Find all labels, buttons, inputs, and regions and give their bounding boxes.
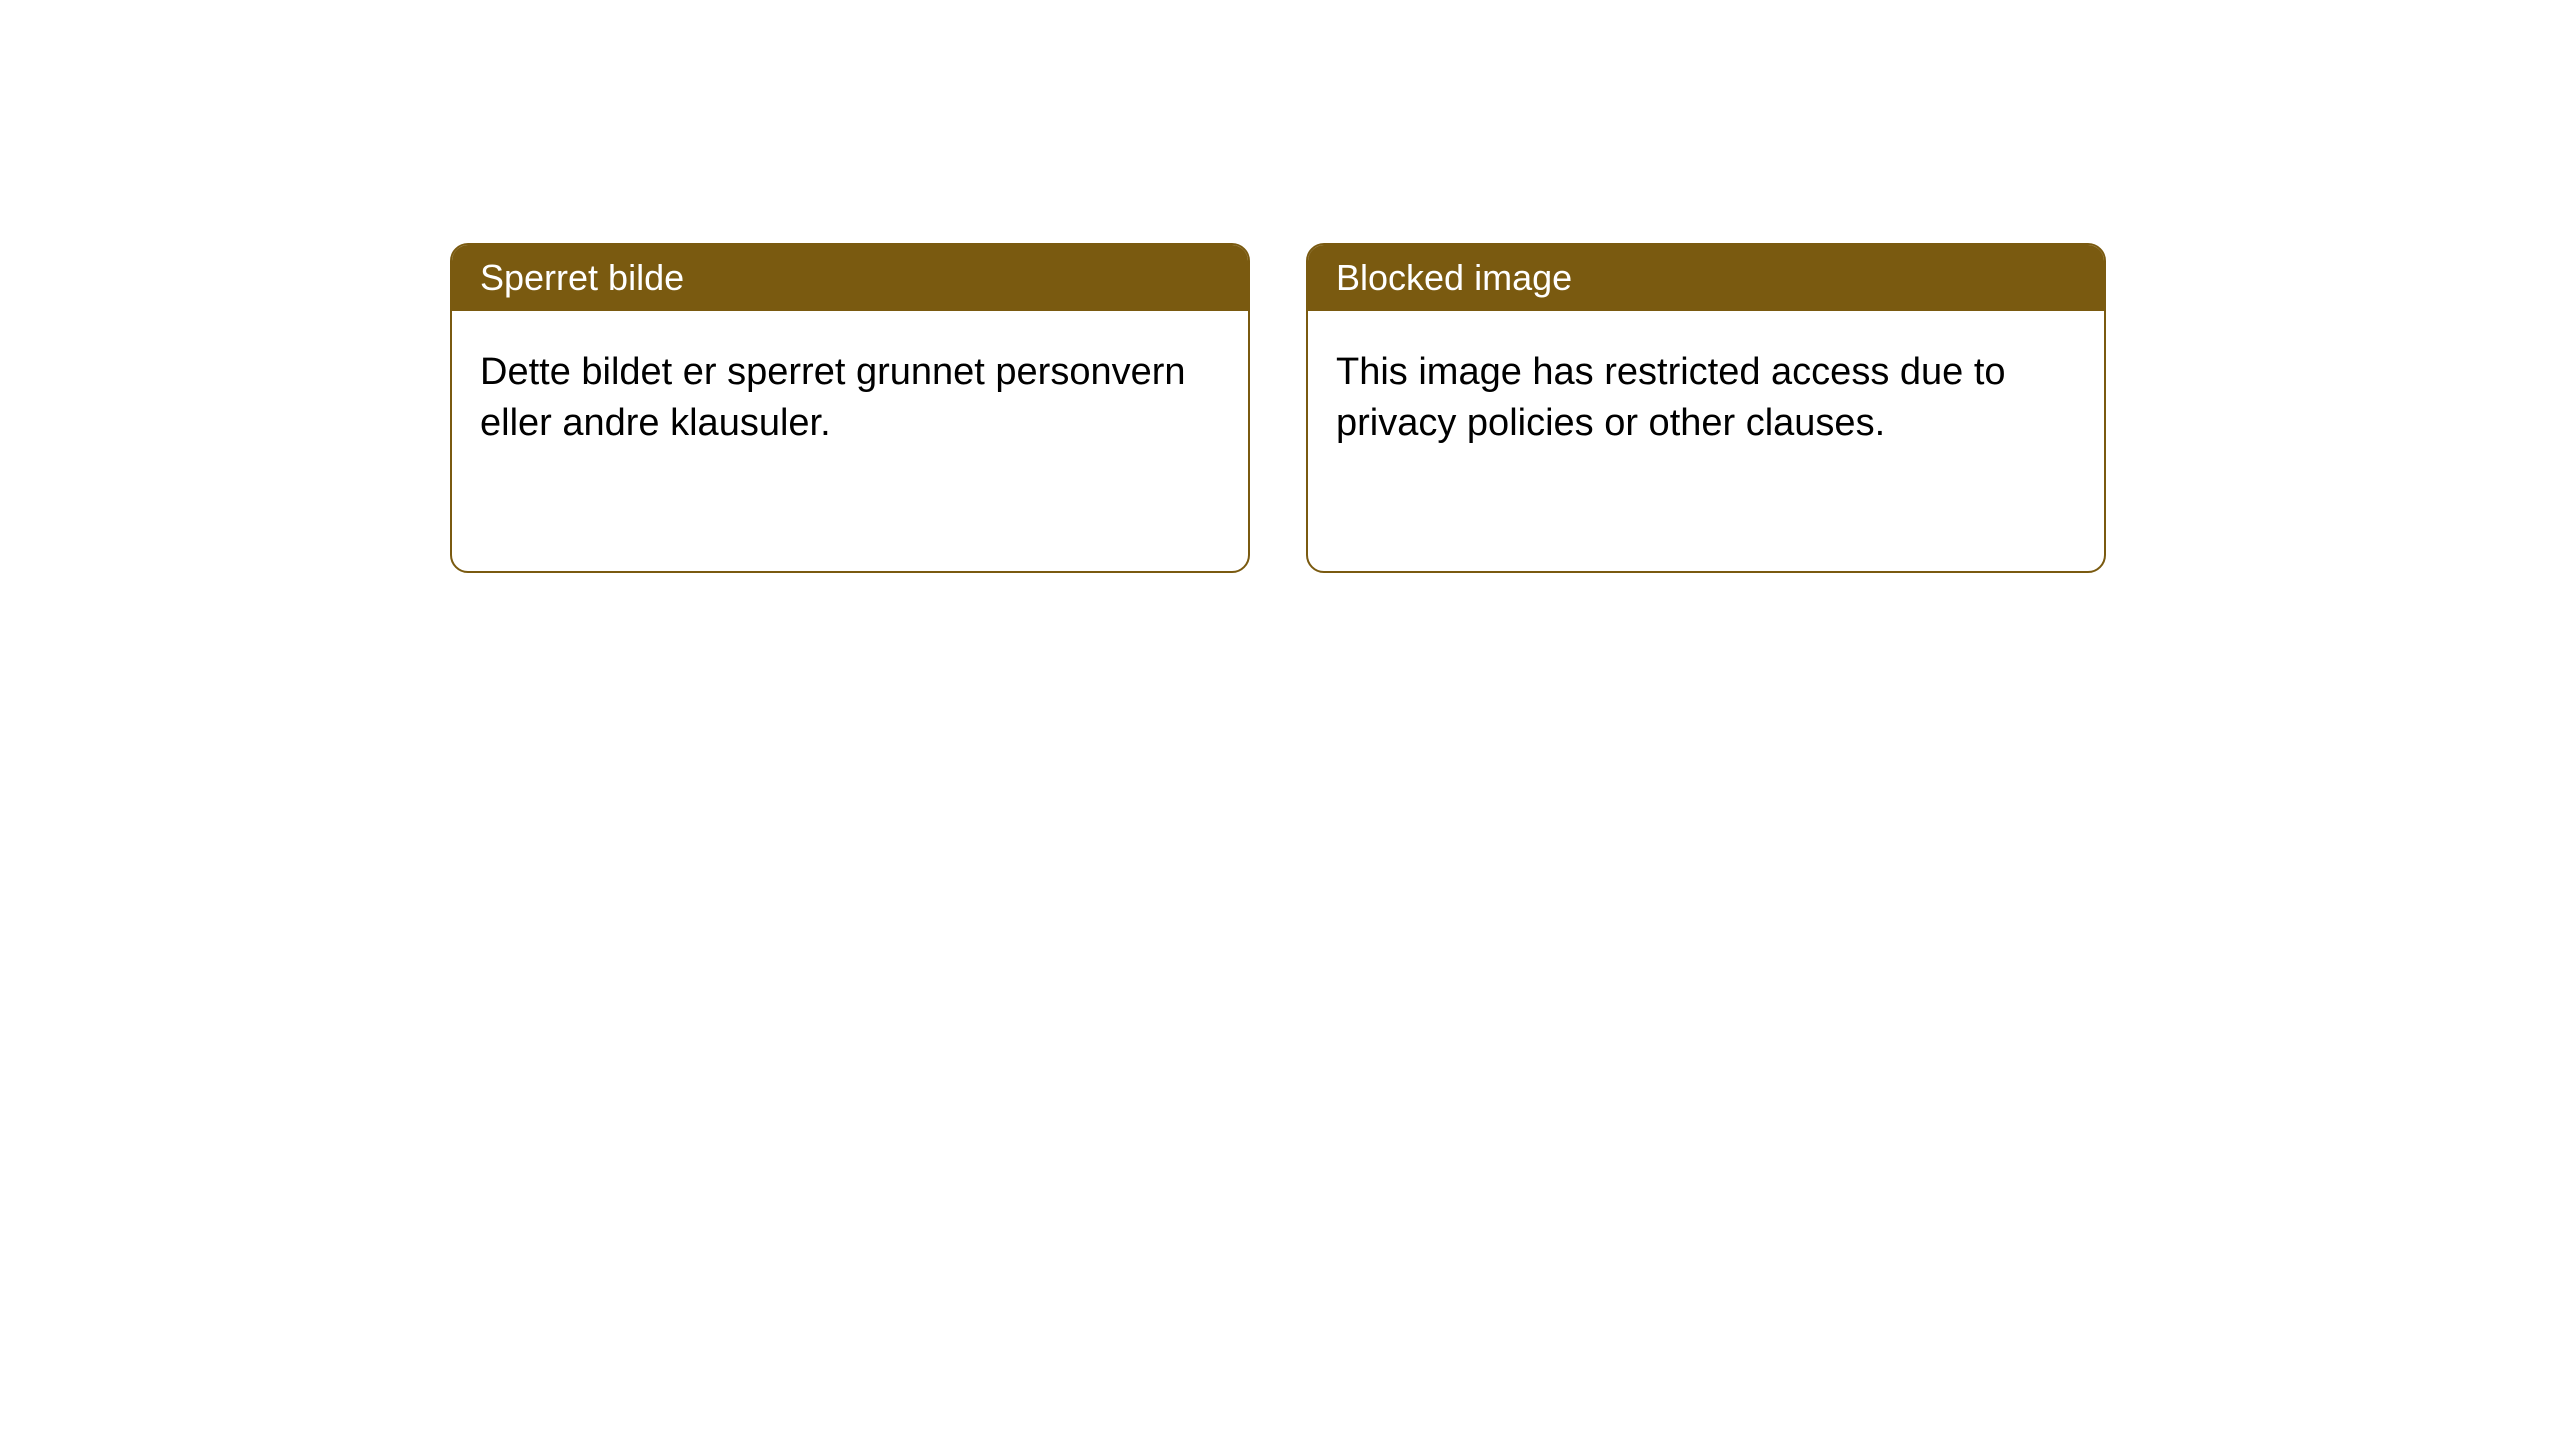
- card-body-text: This image has restricted access due to …: [1336, 351, 2006, 444]
- card-header: Blocked image: [1308, 245, 2104, 311]
- card-title: Sperret bilde: [480, 257, 684, 298]
- notice-card-norwegian: Sperret bilde Dette bildet er sperret gr…: [450, 243, 1250, 573]
- notice-card-english: Blocked image This image has restricted …: [1306, 243, 2106, 573]
- card-body: This image has restricted access due to …: [1308, 311, 2104, 571]
- card-body: Dette bildet er sperret grunnet personve…: [452, 311, 1248, 571]
- card-title: Blocked image: [1336, 257, 1572, 298]
- card-header: Sperret bilde: [452, 245, 1248, 311]
- notice-container: Sperret bilde Dette bildet er sperret gr…: [450, 243, 2106, 573]
- card-body-text: Dette bildet er sperret grunnet personve…: [480, 351, 1186, 444]
